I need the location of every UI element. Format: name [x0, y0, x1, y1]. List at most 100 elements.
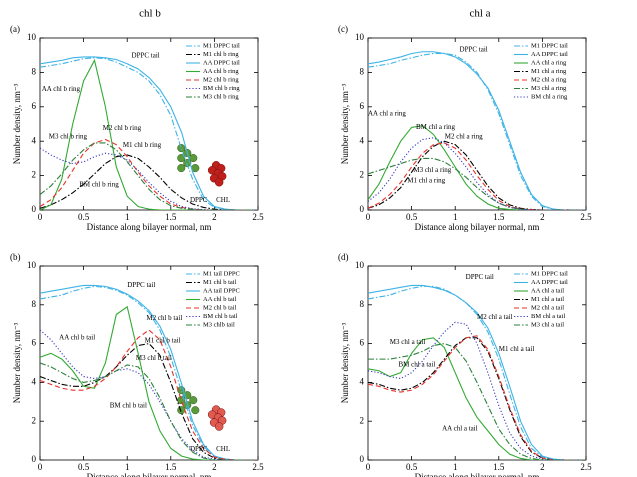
x-tick-label: 0.5	[406, 462, 418, 472]
annotation: DPPC	[190, 196, 208, 204]
x-tick-label: 1	[125, 462, 130, 472]
x-tick-label: 0	[38, 212, 43, 222]
x-tick-label: 2	[212, 462, 217, 472]
annotation: M1 chl a tail	[499, 345, 535, 353]
y-tick-label: 4	[360, 135, 365, 145]
panel-label: (b)	[10, 252, 21, 262]
inset-bead	[177, 406, 186, 415]
data-line	[40, 58, 258, 210]
data-line	[40, 362, 258, 460]
y-tick-label: 10	[27, 260, 37, 270]
annotation: M3 chl b tail	[136, 354, 172, 362]
annotation: BM chl b tail	[110, 401, 147, 409]
legend-label: M3 chl a ring	[531, 85, 567, 92]
data-line	[368, 284, 586, 460]
annotation: BM chl a ring	[416, 123, 456, 131]
annotation: BM chl a tail	[399, 361, 436, 369]
data-line	[40, 56, 258, 210]
x-tick-label: 0	[366, 212, 371, 222]
annotation: AA chl b tail	[59, 333, 95, 341]
inset-bead	[214, 422, 224, 431]
annotation: CHL	[216, 196, 230, 204]
annotation: M3 chl a tail	[390, 338, 426, 346]
inset-bead	[177, 144, 186, 153]
x-tick-label: 2.5	[580, 212, 592, 222]
legend-label: M2 chl a tail	[531, 304, 564, 311]
data-line	[368, 285, 586, 460]
data-line	[368, 137, 586, 210]
data-line	[368, 125, 586, 210]
annotation: M1 chl b tail	[145, 336, 181, 344]
y-axis-label: Number density, nm⁻³	[12, 322, 22, 403]
annotation: AA chl b ring	[42, 85, 81, 93]
y-tick-label: 4	[32, 135, 37, 145]
legend-label: AA DPPC tail	[203, 59, 240, 66]
inset-bead	[191, 406, 200, 415]
panel-title: chl a	[469, 8, 490, 20]
inset-bead	[189, 154, 198, 163]
annotation: DPPC tail	[460, 46, 488, 54]
y-tick-label: 0	[360, 454, 365, 464]
annotation: CHL	[216, 445, 230, 453]
y-tick-label: 8	[32, 299, 37, 309]
y-tick-label: 10	[355, 32, 365, 42]
x-tick-label: 1.5	[165, 462, 177, 472]
legend-label: M2 chl b ring	[203, 76, 239, 83]
legend-label: BM chl b ring	[203, 85, 240, 92]
x-tick-label: 0	[366, 462, 371, 472]
y-tick-label: 2	[32, 170, 37, 180]
legend-label: M1 DPPC tail	[531, 270, 568, 277]
y-tick-label: 0	[32, 204, 37, 214]
x-tick-label: 2	[212, 212, 217, 222]
data-line	[40, 147, 258, 210]
data-line	[40, 305, 258, 460]
legend-label: BM chl b tail	[203, 313, 238, 320]
legend-label: M1 chl a tail	[531, 296, 564, 303]
data-line	[368, 337, 586, 460]
annotation: M1 chl b ring	[123, 141, 162, 149]
y-tick-label: 8	[360, 66, 365, 76]
panel-title: chl b	[139, 8, 161, 20]
inset-bead	[189, 396, 198, 405]
data-line	[40, 154, 258, 210]
data-line	[368, 157, 586, 210]
panel-label: (c)	[338, 24, 348, 34]
inset-bead	[214, 178, 224, 187]
annotation: DPPC	[190, 445, 208, 453]
annotation: BM chl b ring	[79, 181, 119, 189]
x-tick-label: 0	[38, 462, 43, 472]
legend-label: AA chl a ring	[531, 59, 567, 66]
x-tick-label: 2.5	[252, 212, 264, 222]
y-tick-label: 8	[32, 66, 37, 76]
y-tick-label: 8	[360, 299, 365, 309]
legend-label: M3 chlb tail	[203, 321, 235, 328]
annotation: AA chl a ring	[368, 109, 406, 117]
annotation: M1 chl a ring	[407, 176, 445, 184]
panel-label: (a)	[10, 24, 20, 34]
legend-label: AA DPPC tail	[531, 279, 568, 286]
y-tick-label: 6	[360, 101, 365, 111]
legend-label: AA tail DPPC	[203, 287, 240, 294]
x-axis-label: Distance along bilayer normal, nm	[87, 472, 212, 477]
data-line	[368, 140, 586, 210]
y-tick-label: 0	[360, 204, 365, 214]
annotation: M3 chl a ring	[413, 166, 451, 174]
data-line	[368, 343, 586, 460]
y-axis-label: Number density, nm⁻³	[340, 83, 350, 164]
legend-label: AA chl b tail	[203, 296, 237, 303]
y-tick-label: 4	[32, 376, 37, 386]
legend-label: M1 DPPC tail	[203, 42, 240, 49]
x-tick-label: 2.5	[252, 462, 264, 472]
y-tick-label: 6	[360, 338, 365, 348]
annotation: M2 chl b tail	[146, 314, 182, 322]
legend-label: M1 chl b ring	[203, 51, 239, 58]
annotation: DPPC tail	[466, 273, 494, 281]
plot-frame	[39, 37, 259, 211]
x-tick-label: 1.5	[165, 212, 177, 222]
x-tick-label: 2.5	[580, 462, 592, 472]
data-line	[40, 329, 258, 460]
annotation: M2 chl a ring	[445, 133, 483, 141]
legend-label: M1 tail DPPC	[203, 270, 240, 277]
x-axis-label: Distance along bilayer normal, nm	[415, 472, 540, 477]
